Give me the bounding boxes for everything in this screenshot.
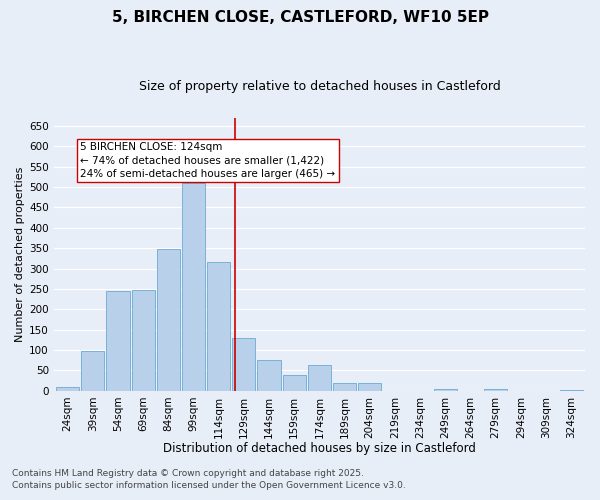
X-axis label: Distribution of detached houses by size in Castleford: Distribution of detached houses by size … bbox=[163, 442, 476, 455]
Text: Contains HM Land Registry data © Crown copyright and database right 2025.
Contai: Contains HM Land Registry data © Crown c… bbox=[12, 469, 406, 490]
Bar bbox=[358, 382, 382, 391]
Bar bbox=[333, 382, 356, 391]
Bar bbox=[131, 290, 155, 391]
Bar bbox=[81, 352, 104, 391]
Bar bbox=[484, 389, 507, 391]
Bar bbox=[257, 360, 281, 391]
Bar bbox=[157, 249, 180, 391]
Bar bbox=[106, 291, 130, 391]
Bar bbox=[308, 365, 331, 391]
Bar bbox=[207, 262, 230, 391]
Bar bbox=[182, 183, 205, 391]
Y-axis label: Number of detached properties: Number of detached properties bbox=[15, 166, 25, 342]
Bar bbox=[560, 390, 583, 391]
Text: 5 BIRCHEN CLOSE: 124sqm
← 74% of detached houses are smaller (1,422)
24% of semi: 5 BIRCHEN CLOSE: 124sqm ← 74% of detache… bbox=[80, 142, 335, 178]
Title: Size of property relative to detached houses in Castleford: Size of property relative to detached ho… bbox=[139, 80, 500, 93]
Bar bbox=[434, 389, 457, 391]
Bar bbox=[56, 387, 79, 391]
Text: 5, BIRCHEN CLOSE, CASTLEFORD, WF10 5EP: 5, BIRCHEN CLOSE, CASTLEFORD, WF10 5EP bbox=[112, 10, 488, 25]
Bar bbox=[232, 338, 256, 391]
Bar bbox=[283, 374, 306, 391]
